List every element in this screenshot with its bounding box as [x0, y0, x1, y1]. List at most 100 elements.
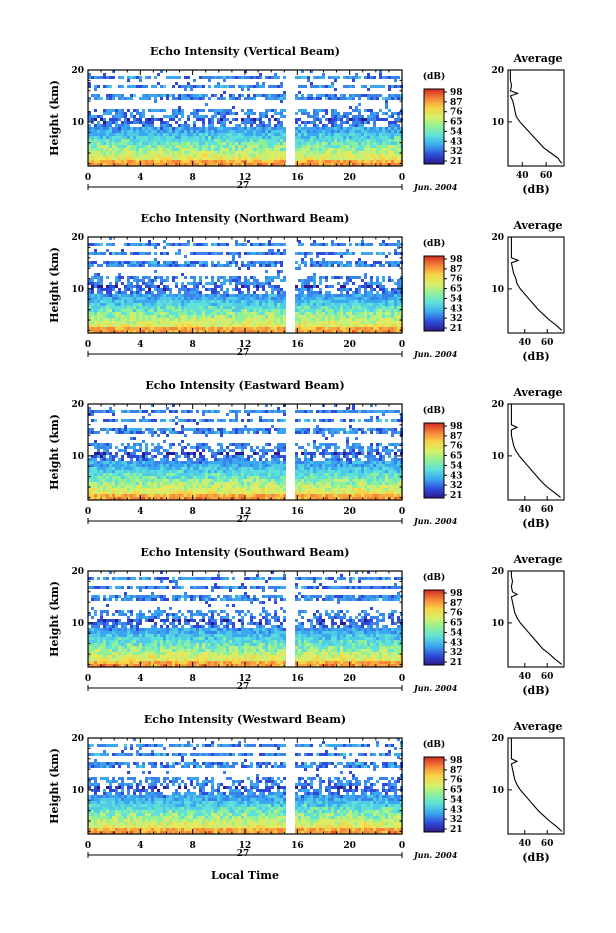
colorbar-tick-label: 32 — [450, 147, 463, 157]
x-tick-label: 4 — [137, 173, 143, 183]
colorbar-tick-label: 76 — [450, 609, 463, 619]
colorbar-tick-label: 54 — [450, 628, 463, 638]
panel-2: Echo Intensity (Eastward Beam)2010Height… — [48, 379, 564, 530]
profile-x-tick-label: 60 — [541, 338, 554, 348]
colorbar-unit: (dB) — [423, 572, 445, 583]
colorbar-tick-label: 43 — [450, 137, 463, 147]
colorbar-tick-label: 98 — [450, 422, 463, 432]
colorbar-tick-label: 65 — [450, 619, 463, 629]
panel-title: Echo Intensity (Westward Beam) — [144, 713, 346, 726]
colorbar-tick-label: 32 — [450, 314, 463, 324]
date-month-label: Jun. 2004 — [412, 349, 458, 359]
x-tick-label: 0 — [399, 173, 405, 183]
date-day-label: 27 — [237, 181, 250, 191]
x-tick-label: 8 — [190, 674, 196, 684]
x-tick-label: 0 — [85, 674, 91, 684]
x-tick-label: 0 — [399, 340, 405, 350]
profile-frame — [508, 571, 564, 667]
profile-x-tick-label: 60 — [541, 505, 554, 515]
colorbar-unit: (dB) — [423, 71, 445, 82]
colorbar-tick-label: 87 — [450, 766, 463, 776]
profile-y-tick-label: 20 — [491, 400, 504, 410]
y-tick-label: 20 — [71, 567, 84, 577]
panel-title: Echo Intensity (Eastward Beam) — [145, 379, 344, 392]
y-axis-label: Height (km) — [48, 80, 61, 156]
colorbar-tick-label: 54 — [450, 795, 463, 805]
y-tick-label: 20 — [71, 734, 84, 744]
profile-y-tick-label: 20 — [491, 567, 504, 577]
colorbar-tick-label: 65 — [450, 285, 463, 295]
colorbar-tick-label: 98 — [450, 88, 463, 98]
profile-x-tick-label: 60 — [540, 171, 553, 181]
colorbar-tick-label: 65 — [450, 452, 463, 462]
colorbar-tick-label: 98 — [450, 255, 463, 265]
x-tick-label: 4 — [137, 507, 143, 517]
colorbar-tick-label: 76 — [450, 776, 463, 786]
colorbar-tick-label: 87 — [450, 265, 463, 275]
colorbar-tick-label: 43 — [450, 638, 463, 648]
date-day-label: 27 — [237, 849, 250, 859]
x-tick-label: 16 — [291, 674, 304, 684]
date-month-label: Jun. 2004 — [412, 516, 458, 526]
profile-x-tick-label: 40 — [519, 338, 532, 348]
colorbar-tick-label: 65 — [450, 786, 463, 796]
profile-x-label: (dB) — [522, 517, 549, 530]
colorbar — [424, 89, 444, 164]
x-tick-label: 16 — [291, 173, 304, 183]
y-tick-label: 20 — [71, 400, 84, 410]
colorbar-tick-label: 54 — [450, 127, 463, 137]
panel-1: Echo Intensity (Northward Beam)2010Heigh… — [48, 212, 564, 363]
colorbar-tick-label: 76 — [450, 442, 463, 452]
x-axis-label-local-time: Local Time — [211, 869, 279, 882]
colorbar-unit: (dB) — [423, 238, 445, 249]
profile-frame — [508, 738, 564, 834]
y-tick-label: 10 — [71, 786, 84, 796]
profile-title: Average — [512, 553, 562, 566]
profile-x-tick-label: 40 — [519, 672, 532, 682]
profile-frame — [508, 70, 564, 166]
x-tick-label: 16 — [291, 507, 304, 517]
x-tick-label: 20 — [343, 340, 356, 350]
x-tick-label: 20 — [343, 507, 356, 517]
colorbar — [424, 590, 444, 665]
colorbar — [424, 757, 444, 832]
x-tick-label: 8 — [190, 340, 196, 350]
x-tick-label: 16 — [291, 340, 304, 350]
colorbar-tick-label: 21 — [450, 157, 463, 167]
colorbar-tick-label: 87 — [450, 98, 463, 108]
heatmap-cells — [88, 70, 403, 166]
heatmap-cells — [88, 237, 403, 333]
profile-line — [511, 404, 560, 497]
colorbar-tick-label: 65 — [450, 118, 463, 128]
profile-x-tick-label: 60 — [541, 672, 554, 682]
profile-title: Average — [512, 720, 562, 733]
date-day-label: 27 — [237, 348, 250, 358]
x-tick-label: 16 — [291, 841, 304, 851]
date-day-label: 27 — [237, 515, 250, 525]
date-day-label: 27 — [237, 682, 250, 692]
colorbar — [424, 256, 444, 331]
profile-line — [511, 237, 561, 330]
heatmap-cells — [88, 404, 403, 500]
profile-x-tick-label: 40 — [519, 505, 532, 515]
x-tick-label: 0 — [399, 507, 405, 517]
y-tick-label: 10 — [71, 619, 84, 629]
panel-title: Echo Intensity (Vertical Beam) — [150, 45, 340, 58]
x-tick-label: 4 — [137, 841, 143, 851]
x-tick-label: 0 — [399, 674, 405, 684]
profile-x-label: (dB) — [522, 684, 549, 697]
profile-line — [510, 70, 561, 163]
profile-y-tick-label: 20 — [491, 734, 504, 744]
profile-x-tick-label: 60 — [541, 839, 554, 849]
x-tick-label: 0 — [85, 841, 91, 851]
date-month-label: Jun. 2004 — [412, 850, 458, 860]
panel-4: Echo Intensity (Westward Beam)2010Height… — [48, 713, 564, 864]
x-tick-label: 4 — [137, 674, 143, 684]
date-month-label: Jun. 2004 — [412, 683, 458, 693]
profile-y-tick-label: 20 — [491, 233, 504, 243]
heatmap-cells — [88, 571, 403, 667]
colorbar-tick-label: 43 — [450, 304, 463, 314]
colorbar-tick-label: 21 — [450, 658, 463, 668]
heatmap-cells — [88, 738, 403, 834]
colorbar-tick-label: 98 — [450, 589, 463, 599]
